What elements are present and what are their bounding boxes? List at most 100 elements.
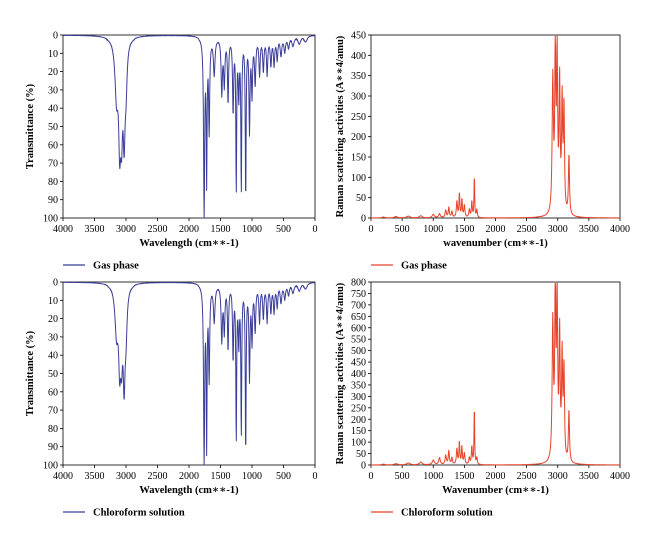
legend-label: Chloroform solution bbox=[401, 508, 493, 519]
y-tick-label: 800 bbox=[351, 278, 366, 289]
x-axis-title: Wavelength (cm∗∗-1) bbox=[139, 238, 239, 249]
y-tick-label: 30 bbox=[48, 85, 58, 96]
x-tick-label: 1500 bbox=[454, 224, 474, 235]
y-tick-label: 200 bbox=[351, 415, 366, 426]
y-tick-label: 0 bbox=[53, 278, 58, 289]
y-tick-label: 450 bbox=[351, 31, 366, 42]
y-tick-label: 0 bbox=[53, 31, 58, 42]
y-tick-label: 90 bbox=[48, 195, 58, 206]
x-tick-label: 2500 bbox=[517, 471, 537, 482]
y-tick-label: 20 bbox=[48, 67, 58, 78]
y-tick-label: 80 bbox=[48, 177, 58, 188]
chart-raman-chloroform: 0 500 1000 1500 2000 2500 3000 3500 4000 05010015… bbox=[335, 278, 630, 519]
y-tick-label: 150 bbox=[351, 153, 366, 164]
x-tick-label: 2500 bbox=[148, 224, 168, 235]
x-tick-label: 3000 bbox=[548, 224, 568, 235]
y-axis-title: Transmittance (%) bbox=[25, 83, 36, 169]
y-tick-label: 40 bbox=[48, 104, 58, 115]
y-tick-label: 200 bbox=[351, 132, 366, 143]
chart-raman-gas: 0 500 1000 1500 2000 2500 3000 3500 4000 0 50 100 15… bbox=[335, 31, 630, 272]
y-tick-label: 0 bbox=[361, 461, 366, 472]
y-tick-label: 10 bbox=[48, 49, 58, 60]
x-tick-label: 4000 bbox=[53, 224, 73, 235]
x-tick-label: 2000 bbox=[179, 471, 199, 482]
x-tick-label: 3000 bbox=[548, 471, 568, 482]
x-tick-label: 1000 bbox=[242, 224, 262, 235]
x-tick-label: 0 bbox=[313, 224, 318, 235]
y-tick-label: 30 bbox=[48, 332, 58, 343]
x-tick-label: 2000 bbox=[486, 471, 506, 482]
x-tick-label: 3500 bbox=[85, 224, 105, 235]
y-tick-label: 50 bbox=[48, 122, 58, 133]
y-tick-label: 20 bbox=[48, 314, 58, 325]
x-tick-label: 3500 bbox=[579, 471, 599, 482]
y-tick-label: 700 bbox=[351, 300, 366, 311]
y-tick-label: 500 bbox=[351, 346, 366, 357]
y-tick-label: 10 bbox=[48, 296, 58, 307]
legend-label: Gas phase bbox=[401, 261, 447, 272]
legend-label: Gas phase bbox=[93, 261, 139, 272]
y-tick-label: 70 bbox=[48, 406, 58, 417]
chart-ir-gas: 4000 3500 3000 2500 2000 1500 1000 500 0 0 10 20 30 4… bbox=[25, 31, 318, 272]
y-tick-label: 100 bbox=[351, 173, 366, 184]
y-tick-label: 650 bbox=[351, 312, 366, 323]
y-axis-title: Raman scattering activities (A∗∗4/amu) bbox=[335, 282, 346, 464]
x-tick-label: 0 bbox=[369, 471, 374, 482]
x-axis-title: Wavelength (cm∗∗-1) bbox=[139, 485, 239, 496]
x-axis-title: wavenumber (cm∗∗-1) bbox=[443, 238, 548, 249]
y-tick-label: 550 bbox=[351, 335, 366, 346]
y-tick-label: 300 bbox=[351, 392, 366, 403]
series-line-0 bbox=[370, 34, 621, 219]
x-tick-label: 2000 bbox=[486, 224, 506, 235]
x-tick-label: 1500 bbox=[454, 471, 474, 482]
chart-ir-chloroform: 4000 3500 3000 2500 2000 1500 1000 500 0 0 10 20 30 4… bbox=[25, 278, 318, 519]
x-tick-label: 500 bbox=[276, 471, 291, 482]
y-axis-title: Raman scattering activities (A∗∗4/amu) bbox=[335, 35, 346, 217]
y-tick-label: 250 bbox=[351, 112, 366, 123]
y-tick-label: 600 bbox=[351, 323, 366, 334]
x-tick-label: 4000 bbox=[53, 471, 73, 482]
x-tick-label: 1000 bbox=[423, 471, 443, 482]
y-tick-label: 400 bbox=[351, 51, 366, 62]
x-tick-label: 1000 bbox=[242, 471, 262, 482]
x-tick-label: 500 bbox=[395, 471, 410, 482]
y-tick-label: 450 bbox=[351, 358, 366, 369]
y-tick-label: 60 bbox=[48, 387, 58, 398]
y-tick-label: 750 bbox=[351, 289, 366, 300]
y-tick-label: 50 bbox=[48, 369, 58, 380]
y-tick-label: 350 bbox=[351, 71, 366, 82]
plot-frame bbox=[370, 281, 621, 466]
y-tick-label: 40 bbox=[48, 351, 58, 362]
y-tick-label: 50 bbox=[356, 193, 366, 204]
legend-label: Chloroform solution bbox=[93, 508, 185, 519]
y-tick-label: 60 bbox=[48, 140, 58, 151]
y-tick-label: 250 bbox=[351, 403, 366, 414]
series-line-0 bbox=[370, 281, 621, 466]
x-tick-label: 4000 bbox=[610, 224, 630, 235]
series-line-0 bbox=[62, 34, 316, 219]
y-tick-label: 70 bbox=[48, 159, 58, 170]
y-tick-label: 50 bbox=[356, 449, 366, 460]
x-tick-label: 2000 bbox=[179, 224, 199, 235]
x-tick-label: 3000 bbox=[116, 224, 136, 235]
y-tick-label: 80 bbox=[48, 424, 58, 435]
x-tick-label: 0 bbox=[369, 224, 374, 235]
y-tick-label: 100 bbox=[43, 461, 58, 472]
series-line-0 bbox=[62, 281, 316, 466]
x-tick-label: 3500 bbox=[85, 471, 105, 482]
plot-frame bbox=[370, 34, 621, 219]
x-tick-label: 4000 bbox=[610, 471, 630, 482]
y-tick-label: 150 bbox=[351, 426, 366, 437]
x-axis-title: Wavenumber (cm∗∗-1) bbox=[442, 485, 549, 496]
x-tick-label: 500 bbox=[276, 224, 291, 235]
x-tick-label: 1500 bbox=[211, 224, 231, 235]
x-tick-label: 0 bbox=[313, 471, 318, 482]
y-axis-title: Transmittance (%) bbox=[25, 330, 36, 416]
y-tick-label: 100 bbox=[351, 438, 366, 449]
y-tick-label: 400 bbox=[351, 369, 366, 380]
x-tick-label: 2500 bbox=[517, 224, 537, 235]
x-tick-label: 1500 bbox=[211, 471, 231, 482]
y-tick-label: 100 bbox=[43, 214, 58, 225]
x-tick-label: 3500 bbox=[579, 224, 599, 235]
